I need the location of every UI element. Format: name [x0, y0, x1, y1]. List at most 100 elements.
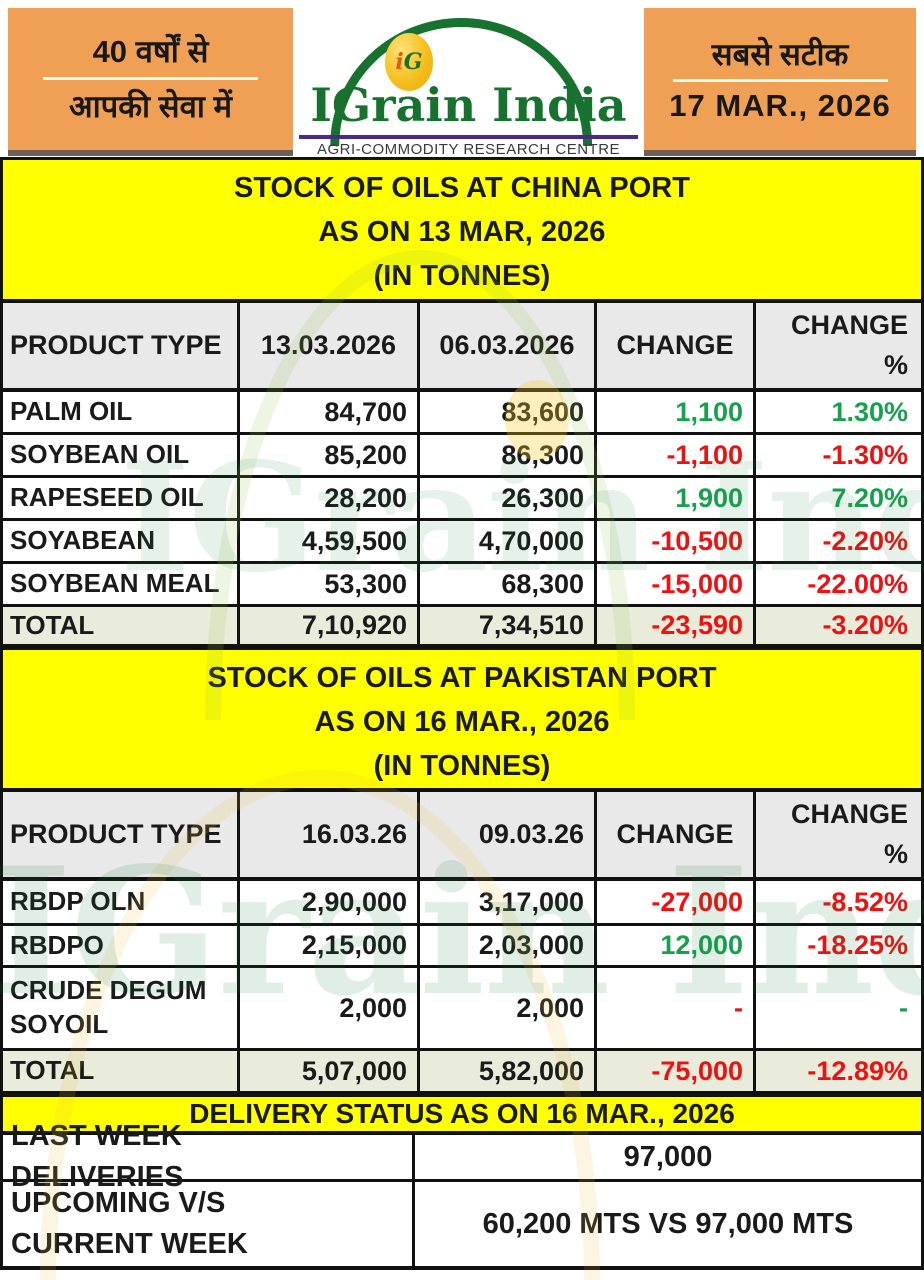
- previous-cell: 83,600: [420, 392, 597, 432]
- delivery-status-table: LAST WEEK DELIVERIES 97,000 UPCOMING V/S…: [0, 1120, 924, 1270]
- previous-cell: 7,34,510: [420, 607, 597, 644]
- brand-name: IGrain India: [310, 78, 627, 132]
- table-total-row: TOTAL 5,07,000 5,82,000 -75,000 -12.89%: [3, 1051, 921, 1094]
- current-cell: 2,90,000: [240, 881, 420, 923]
- banner-title: STOCK OF OILS AT CHINA PORT: [234, 172, 690, 204]
- change-pct-cell: -22.00%: [807, 568, 908, 599]
- current-cell: 2,000: [240, 968, 420, 1048]
- change-pct-cell: -8.52%: [822, 886, 908, 917]
- current-cell: 84,700: [240, 392, 420, 432]
- product-cell: RAPESEED OIL: [3, 478, 240, 518]
- change-cell: -23,590: [597, 607, 756, 644]
- col-product-type: PRODUCT TYPE: [3, 303, 240, 388]
- table-row: RAPESEED OIL 28,200 26,300 1,900 7.20%: [3, 478, 921, 521]
- current-cell: 7,10,920: [240, 607, 420, 644]
- pakistan-section-banner: STOCK OF OILS AT PAKISTAN PORT AS ON 16 …: [0, 647, 924, 792]
- change-cell: -75,000: [597, 1051, 756, 1091]
- table-header-row: PRODUCT TYPE 16.03.26 09.03.26 CHANGE CH…: [3, 792, 921, 881]
- change-pct-cell: -18.25%: [807, 930, 908, 960]
- banner-date: AS ON 13 MAR, 2026: [318, 216, 606, 248]
- banner-date: AS ON 16 MAR., 2026: [314, 706, 610, 738]
- table-row: PALM OIL 84,700 83,600 1,100 1.30%: [3, 392, 921, 435]
- badge-line-1: सबसे सटीक: [711, 36, 849, 72]
- badge-divider: [672, 79, 888, 83]
- current-cell: 4,59,500: [240, 521, 420, 561]
- product-cell: SOYBEAN OIL: [3, 435, 240, 475]
- col-previous-date: 09.03.26: [420, 792, 597, 877]
- badge-line-1: 40 वर्षों से: [92, 33, 209, 69]
- masthead-right-badge: सबसे सटीक 17 MAR., 2026: [644, 8, 916, 156]
- banner-title: STOCK OF OILS AT PAKISTAN PORT: [207, 662, 717, 694]
- change-pct-cell: -2.20%: [822, 525, 908, 556]
- product-cell: RBDP OLN: [3, 881, 240, 923]
- brand-rule: [299, 135, 638, 139]
- table-row: SOYBEAN MEAL 53,300 68,300 -15,000 -22.0…: [3, 564, 921, 607]
- previous-cell: 2,03,000: [420, 926, 597, 965]
- product-cell: SOYABEAN: [3, 521, 240, 561]
- change-cell: -27,000: [597, 881, 756, 923]
- change-cell: -: [597, 968, 756, 1048]
- table-row: UPCOMING V/S CURRENT WEEK 60,200 MTS VS …: [3, 1182, 921, 1266]
- col-change-pct: CHANGE %: [790, 310, 908, 380]
- change-cell: -15,000: [597, 564, 756, 604]
- previous-cell: 4,70,000: [420, 521, 597, 561]
- delivery-status-banner: DELIVERY STATUS AS ON 16 MAR., 2026: [0, 1094, 924, 1135]
- delivery-label: LAST WEEK DELIVERIES: [3, 1120, 415, 1193]
- col-current-date: 16.03.26: [240, 792, 420, 877]
- table-row: RBDPO 2,15,000 2,03,000 12,000 -18.25%: [3, 926, 921, 968]
- previous-cell: 68,300: [420, 564, 597, 604]
- change-pct-cell: -1.30%: [822, 439, 908, 470]
- report-date: 17 MAR., 2026: [669, 88, 891, 124]
- total-label: TOTAL: [3, 1051, 240, 1091]
- delivery-label: UPCOMING V/S CURRENT WEEK: [3, 1182, 415, 1266]
- masthead-left-badge: 40 वर्षों से आपकी सेवा में: [8, 8, 293, 156]
- current-cell: 2,15,000: [240, 926, 420, 965]
- current-cell: 5,07,000: [240, 1051, 420, 1091]
- change-pct-cell: -3.20%: [822, 610, 908, 640]
- pakistan-stock-table: PRODUCT TYPE 16.03.26 09.03.26 CHANGE CH…: [0, 792, 924, 1094]
- badge-divider: [43, 76, 258, 80]
- delivery-value: 60,200 MTS VS 97,000 MTS: [482, 1207, 854, 1240]
- logo-monogram-g: G: [403, 49, 423, 75]
- change-cell: 1,900: [597, 478, 756, 518]
- product-cell: PALM OIL: [3, 392, 240, 432]
- previous-cell: 86,300: [420, 435, 597, 475]
- previous-cell: 5,82,000: [420, 1051, 597, 1091]
- col-previous-date: 06.03.2026: [420, 303, 597, 388]
- table-header-row: PRODUCT TYPE 13.03.2026 06.03.2026 CHANG…: [3, 303, 921, 392]
- col-change-pct: CHANGE %: [790, 799, 908, 869]
- change-pct-cell: 7.20%: [831, 482, 908, 513]
- col-change: CHANGE: [597, 792, 756, 877]
- change-pct-cell: 1.30%: [831, 396, 908, 427]
- badge-line-2: आपकी सेवा में: [68, 88, 233, 124]
- table-total-row: TOTAL 7,10,920 7,34,510 -23,590 -3.20%: [3, 607, 921, 647]
- delivery-value: 97,000: [623, 1140, 713, 1173]
- total-label: TOTAL: [3, 607, 240, 644]
- logo-monogram-i: i: [395, 49, 404, 75]
- table-row: SOYABEAN 4,59,500 4,70,000 -10,500 -2.20…: [3, 521, 921, 564]
- current-cell: 28,200: [240, 478, 420, 518]
- china-stock-table: PRODUCT TYPE 13.03.2026 06.03.2026 CHANG…: [0, 303, 924, 647]
- col-current-date: 13.03.2026: [240, 303, 420, 388]
- current-cell: 85,200: [240, 435, 420, 475]
- change-cell: 1,100: [597, 392, 756, 432]
- china-section-banner: STOCK OF OILS AT CHINA PORT AS ON 13 MAR…: [0, 157, 924, 303]
- banner-unit: (IN TONNES): [373, 750, 551, 782]
- change-pct-cell: -: [899, 992, 908, 1023]
- table-row: SOYBEAN OIL 85,200 86,300 -1,100 -1.30%: [3, 435, 921, 478]
- previous-cell: 3,17,000: [420, 881, 597, 923]
- product-cell: CRUDE DEGUM SOYOIL: [3, 968, 240, 1048]
- banner-unit: (IN TONNES): [373, 260, 551, 292]
- table-row: CRUDE DEGUM SOYOIL 2,000 2,000 - -: [3, 968, 921, 1051]
- previous-cell: 26,300: [420, 478, 597, 518]
- change-cell: 12,000: [597, 926, 756, 965]
- col-change: CHANGE: [597, 303, 756, 388]
- previous-cell: 2,000: [420, 968, 597, 1048]
- change-pct-cell: -12.89%: [807, 1055, 908, 1086]
- table-row: RBDP OLN 2,90,000 3,17,000 -27,000 -8.52…: [3, 881, 921, 926]
- product-cell: RBDPO: [3, 926, 240, 965]
